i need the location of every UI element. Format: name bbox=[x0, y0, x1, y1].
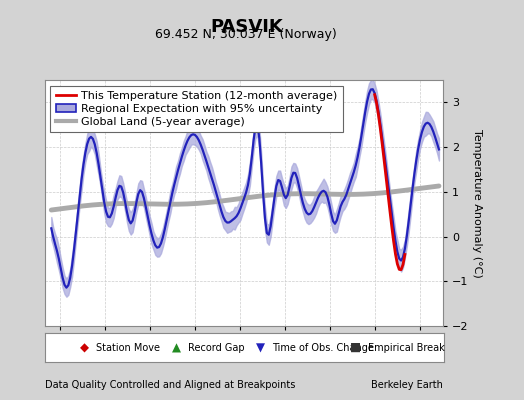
Text: ▼: ▼ bbox=[256, 341, 265, 354]
Text: ▲: ▲ bbox=[172, 341, 181, 354]
Text: 69.452 N, 30.037 E (Norway): 69.452 N, 30.037 E (Norway) bbox=[156, 28, 337, 41]
Text: Station Move: Station Move bbox=[96, 342, 160, 353]
Text: Time of Obs. Change: Time of Obs. Change bbox=[271, 342, 374, 353]
Text: Empirical Break: Empirical Break bbox=[367, 342, 444, 353]
Text: PASVIK: PASVIK bbox=[210, 18, 282, 36]
Legend: This Temperature Station (12-month average), Regional Expectation with 95% uncer: This Temperature Station (12-month avera… bbox=[50, 86, 343, 132]
Text: Data Quality Controlled and Aligned at Breakpoints: Data Quality Controlled and Aligned at B… bbox=[45, 380, 295, 390]
Text: ◆: ◆ bbox=[80, 341, 89, 354]
Text: Berkeley Earth: Berkeley Earth bbox=[371, 380, 443, 390]
Y-axis label: Temperature Anomaly (°C): Temperature Anomaly (°C) bbox=[472, 129, 482, 277]
Text: Record Gap: Record Gap bbox=[188, 342, 245, 353]
Text: ■: ■ bbox=[351, 341, 362, 354]
